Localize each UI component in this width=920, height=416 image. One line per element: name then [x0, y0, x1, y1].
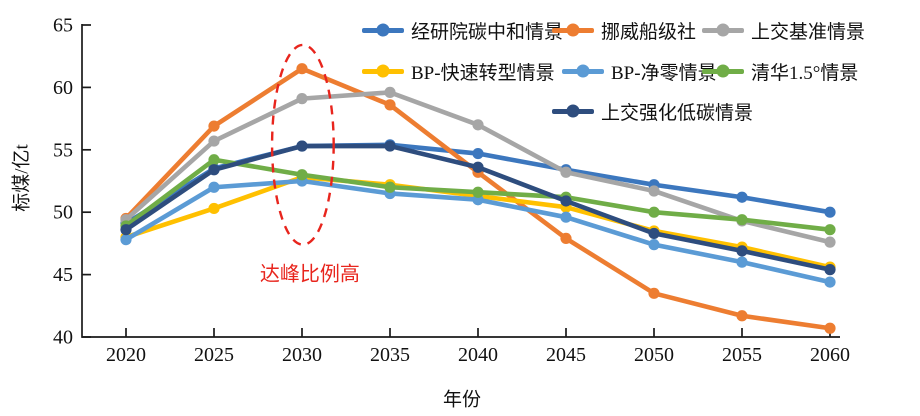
- x-tick-label: 2035: [370, 344, 410, 366]
- legend-line-marker-icon: [362, 23, 404, 37]
- series-4-point-2050: [648, 239, 660, 251]
- series-1-point-2060: [824, 322, 836, 334]
- legend-line-marker-icon: [702, 23, 744, 37]
- series-1-point-2030: [296, 63, 308, 75]
- series-5-point-2055: [736, 214, 748, 226]
- y-tick-label: 55: [53, 139, 73, 161]
- legend-dot-icon: [566, 104, 580, 118]
- peak-annotation-label: 达峰比例高: [260, 262, 360, 285]
- x-tick-label: 2030: [282, 344, 322, 366]
- legend-item-6: 上交强化低碳情景: [552, 100, 754, 124]
- x-axis-title: 年份: [442, 389, 482, 411]
- series-4-point-2045: [560, 211, 572, 223]
- series-2-point-2060: [824, 236, 836, 248]
- series-1-point-2035: [384, 99, 396, 111]
- legend-line-marker-icon: [562, 64, 604, 78]
- series-6-point-2030: [296, 140, 308, 152]
- legend-line-marker-icon: [702, 64, 744, 78]
- x-tick-label: 2040: [458, 344, 498, 366]
- series-1-point-2050: [648, 287, 660, 299]
- series-1-point-2055: [736, 310, 748, 322]
- series-2-point-2025: [208, 135, 220, 147]
- legend-label: 经研院碳中和情景: [411, 21, 564, 43]
- series-1-point-2025: [208, 120, 220, 132]
- legend-line-marker-icon: [552, 23, 594, 37]
- series-6-point-2025: [208, 164, 220, 176]
- series-0-point-2040: [472, 147, 484, 160]
- legend-dot-icon: [716, 23, 730, 37]
- x-tick-label: 2020: [106, 344, 146, 366]
- series-5-point-2025: [208, 154, 220, 166]
- legend-dot-icon: [716, 64, 730, 78]
- series-1-point-2045: [560, 232, 572, 245]
- series-5-point-2040: [472, 186, 484, 198]
- series-2-point-2030: [296, 93, 308, 105]
- x-tick-label: 2045: [546, 344, 586, 366]
- series-3-point-2025: [208, 202, 220, 215]
- series-6-point-2020: [120, 224, 132, 236]
- series-5-point-2030: [296, 169, 308, 181]
- y-tick-label: 65: [53, 15, 73, 37]
- legend-dot-icon: [576, 64, 590, 78]
- series-6-point-2060: [824, 264, 836, 276]
- legend-line-marker-icon: [552, 104, 594, 118]
- legend-item-3: BP-快速转型情景: [362, 60, 555, 84]
- series-6-point-2035: [384, 140, 396, 152]
- legend-item-0: 经研院碳中和情景: [362, 19, 564, 43]
- legend-item-4: BP-净零情景: [562, 60, 717, 84]
- x-tick-label: 2060: [810, 344, 850, 366]
- series-4-point-2025: [208, 181, 220, 193]
- legend-label: 挪威船级社: [601, 21, 697, 43]
- series-0-point-2060: [824, 206, 836, 218]
- y-tick-label: 50: [53, 202, 73, 224]
- series-6-point-2045: [560, 195, 572, 207]
- series-2-point-2045: [560, 166, 572, 178]
- series-2-point-2035: [384, 86, 396, 98]
- legend-dot-icon: [566, 23, 580, 37]
- legend-label: 清华1.5°情景: [751, 62, 859, 84]
- y-tick-label: 40: [53, 327, 73, 349]
- legend-label: 上交基准情景: [751, 21, 866, 43]
- legend-item-5: 清华1.5°情景: [702, 60, 859, 84]
- series-5-point-2035: [384, 181, 396, 193]
- series-4-point-2055: [736, 256, 748, 268]
- y-tick-label: 60: [53, 77, 73, 99]
- legend-line-marker-icon: [362, 64, 404, 78]
- x-tick-label: 2055: [722, 344, 762, 366]
- series-4-point-2060: [824, 276, 836, 288]
- series-2-point-2040: [472, 119, 484, 131]
- series-2-point-2050: [648, 185, 660, 197]
- legend-label: BP-快速转型情景: [411, 62, 555, 84]
- x-tick-label: 2050: [634, 344, 674, 366]
- y-tick-label: 45: [53, 264, 73, 286]
- legend-dot-icon: [376, 23, 390, 37]
- legend-item-2: 上交基准情景: [702, 19, 866, 43]
- series-6-point-2055: [736, 245, 748, 257]
- legend-label: BP-净零情景: [611, 62, 717, 84]
- series-6-point-2040: [472, 161, 484, 173]
- series-0-point-2055: [736, 191, 748, 203]
- legend-dot-icon: [376, 64, 390, 78]
- series-5-point-2060: [824, 224, 836, 236]
- peak-highlight-ellipse: [270, 43, 335, 246]
- series-6-point-2050: [648, 227, 660, 240]
- legend-label: 上交强化低碳情景: [601, 102, 754, 124]
- x-tick-label: 2025: [194, 344, 234, 366]
- legend-item-1: 挪威船级社: [552, 19, 697, 43]
- series-5-point-2050: [648, 206, 660, 218]
- series-4-point-2020: [120, 234, 132, 246]
